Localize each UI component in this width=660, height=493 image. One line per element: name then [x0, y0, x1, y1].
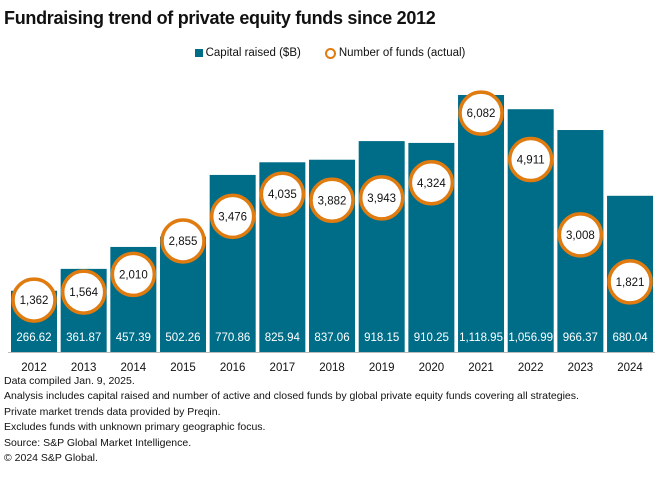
funds-value-label: 1,362 [20, 295, 49, 307]
funds-marker [60, 269, 107, 315]
bar [458, 94, 505, 353]
funds-marker [458, 90, 504, 136]
bar-value-label: 361.87 [66, 332, 101, 344]
x-tick-label: 2021 [468, 362, 494, 374]
bar-value-label: 825.94 [265, 332, 301, 344]
funds-marker [209, 193, 256, 240]
funds-value-label: 3,943 [367, 193, 396, 205]
bar-value-label: 770.86 [215, 332, 250, 344]
footnote: Data compiled Jan. 9, 2025. [4, 375, 135, 387]
funds-value-label: 4,035 [268, 189, 297, 201]
funds-value-label: 1,564 [69, 287, 98, 299]
legend-bar-label: Capital raised ($B) [205, 47, 301, 59]
footnote: Excludes funds with unknown primary geog… [4, 421, 266, 434]
footnote: Analysis includes capital raised and num… [4, 390, 579, 403]
chart-plot: 266.62 2012 361.87 2013 457.39 2014 502.26 2015… [8, 90, 655, 374]
x-tick-label: 2018 [319, 362, 345, 374]
bar-value-label: 680.04 [612, 332, 648, 344]
funds-marker [259, 171, 306, 217]
funds-marker [11, 277, 57, 323]
funds-value-label: 2,855 [169, 236, 198, 248]
funds-marker [160, 218, 206, 264]
bar-value-label: 502.26 [165, 332, 200, 344]
bar-value-label: 1,118.95 [459, 332, 503, 344]
bar-value-label: 918.15 [364, 332, 399, 344]
funds-value-label: 4,911 [517, 155, 545, 167]
bar [358, 141, 405, 352]
funds-value-label: 6,082 [467, 108, 496, 120]
chart-title: Fundraising trend of private equity fund… [4, 8, 436, 28]
x-tick-label: 2024 [617, 362, 643, 374]
x-tick-label: 2013 [71, 362, 97, 374]
legend: Capital raised ($B) Number of funds (actu… [0, 47, 660, 59]
funds-marker [110, 251, 157, 298]
bar-value-label: 910.25 [414, 332, 449, 344]
x-tick-label: 2012 [21, 362, 47, 374]
funds-value-label: 2,010 [119, 269, 148, 281]
x-tick-label: 2020 [419, 362, 445, 374]
funds-marker [507, 136, 554, 183]
footnote: © 2024 S&P Global. [4, 452, 98, 465]
funds-value-label: 3,008 [566, 230, 595, 242]
footnote: Source: S&P Global Market Intelligence. [4, 436, 192, 449]
funds-value-label: 3,476 [218, 211, 247, 223]
x-tick-label: 2014 [121, 362, 147, 374]
legend-bar-swatch [194, 49, 203, 57]
funds-marker [408, 160, 455, 206]
funds-marker [557, 212, 604, 258]
footnotes: Data compiled Jan. 9, 2025. Analysis inc… [4, 374, 579, 466]
bar-value-label: 1,056.99 [508, 332, 553, 344]
funds-marker [607, 259, 653, 305]
x-tick-label: 2016 [220, 362, 246, 374]
bar-value-label: 266.62 [16, 332, 51, 344]
bar-value-label: 966.37 [563, 332, 598, 344]
legend-circle-label: Number of funds (actual) [338, 47, 466, 59]
x-tick-label: 2023 [568, 362, 594, 374]
x-tick-label: 2019 [369, 362, 395, 374]
legend-circle-swatch [324, 47, 336, 59]
bar-value-label: 837.06 [314, 332, 349, 344]
funds-value-label: 3,882 [318, 195, 347, 207]
x-tick-label: 2015 [170, 362, 196, 374]
funds-marker [358, 175, 405, 221]
bar-value-label: 457.39 [116, 332, 151, 344]
footnote: Private market trends data provided by P… [4, 405, 221, 418]
funds-value-label: 4,324 [417, 178, 446, 190]
x-tick-label: 2022 [518, 362, 544, 374]
funds-value-label: 1,821 [616, 277, 645, 289]
x-tick-label: 2017 [270, 362, 296, 374]
funds-marker [309, 177, 355, 224]
